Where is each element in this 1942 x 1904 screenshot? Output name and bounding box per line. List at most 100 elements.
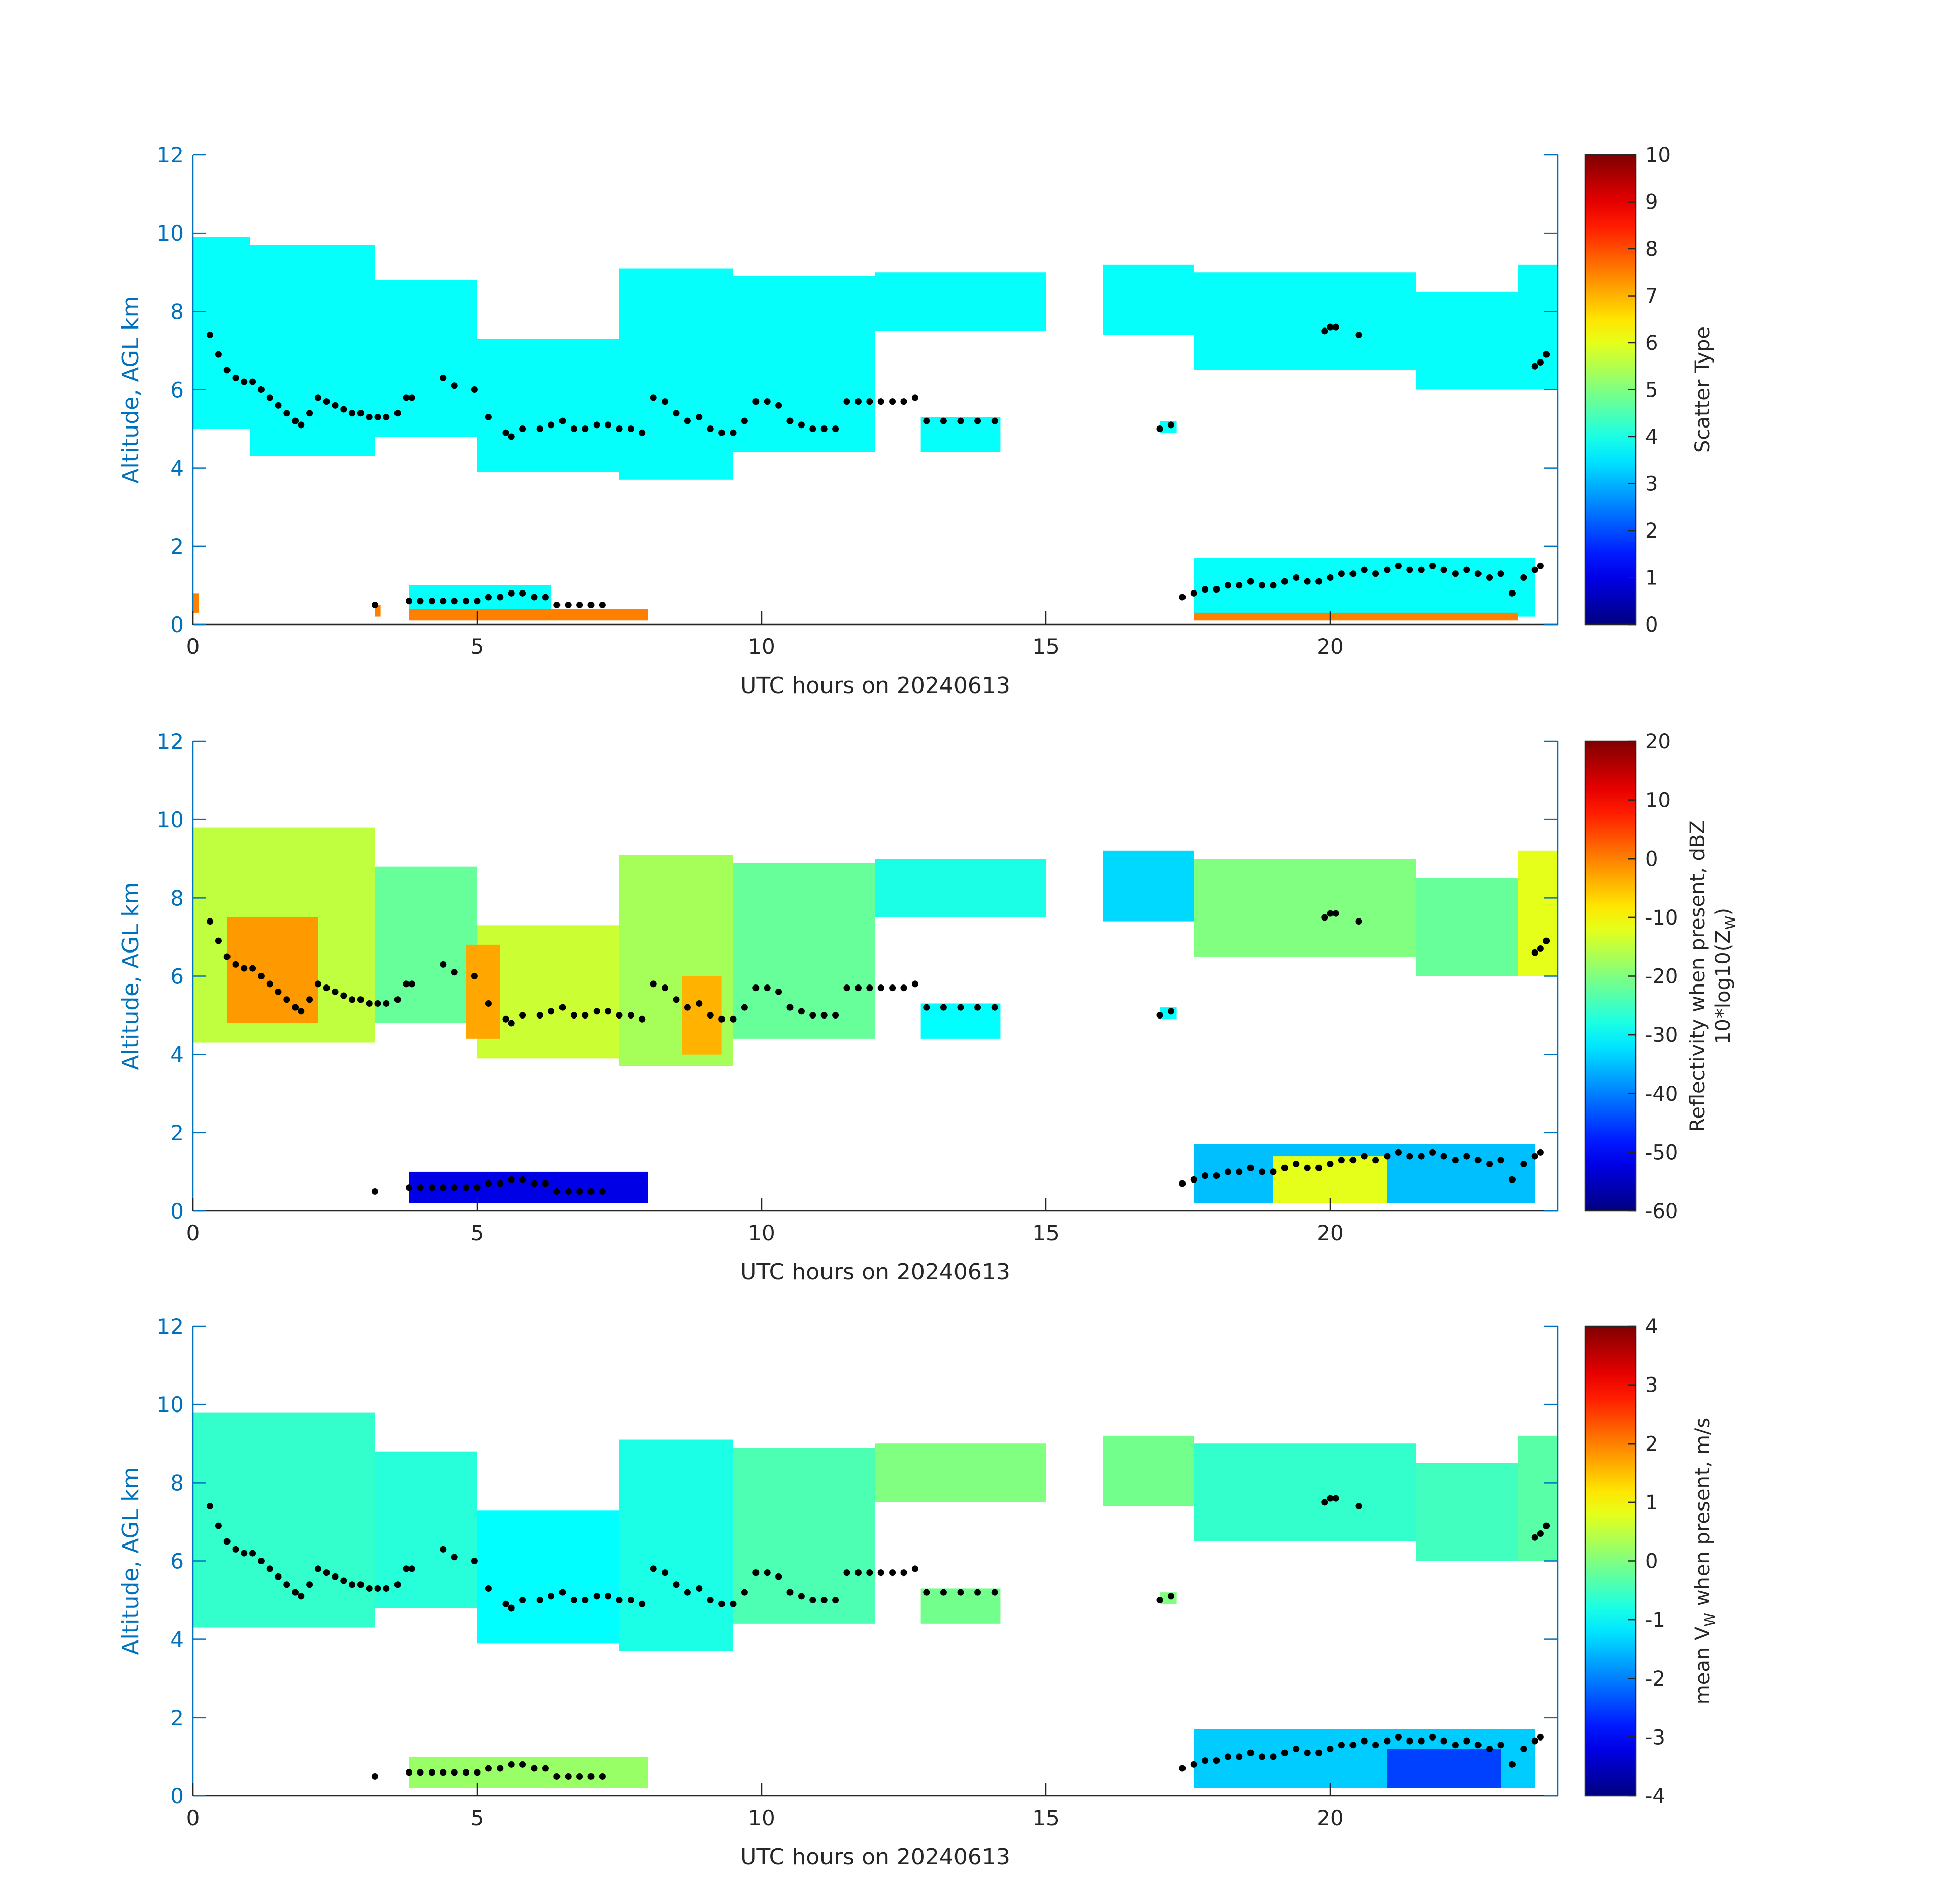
data-point <box>531 594 538 601</box>
data-point <box>599 601 606 608</box>
x-tick-label: 5 <box>471 634 484 659</box>
x-tick-label: 5 <box>471 1805 484 1830</box>
data-point <box>553 601 561 608</box>
data-point <box>1213 1757 1220 1764</box>
data-point <box>1520 1746 1527 1752</box>
data-point <box>1452 570 1459 577</box>
data-point <box>923 417 930 424</box>
data-point <box>306 1581 313 1588</box>
data-point <box>832 1012 839 1019</box>
data-point <box>662 398 669 405</box>
y-tick-label: 2 <box>170 534 184 559</box>
x-tick-label: 5 <box>471 1221 484 1245</box>
data-point <box>471 386 478 393</box>
heatmap-cell <box>477 925 619 1059</box>
data-point <box>417 1769 424 1776</box>
data-point <box>1429 1733 1436 1741</box>
data-point <box>627 425 634 433</box>
data-point <box>1224 1168 1231 1175</box>
heatmap-cell <box>1518 264 1558 390</box>
x-tick-label: 15 <box>1032 634 1059 659</box>
heatmap-cell <box>1387 1749 1501 1788</box>
x-tick-label: 20 <box>1316 1805 1343 1830</box>
data-point <box>275 988 282 995</box>
data-point <box>605 1008 612 1015</box>
data-point <box>508 589 515 597</box>
data-point <box>673 996 680 1003</box>
data-point <box>809 425 816 433</box>
heatmap-cell <box>477 1510 619 1644</box>
data-point <box>730 1600 737 1607</box>
data-point <box>1395 562 1402 569</box>
heatmap-cell <box>409 609 648 621</box>
colorbar-tick-label: 9 <box>1645 191 1658 214</box>
data-point <box>249 965 256 972</box>
data-point <box>394 410 401 417</box>
data-point <box>1270 1168 1277 1175</box>
heatmap-cell <box>733 862 875 1039</box>
data-point <box>497 594 504 601</box>
data-point <box>553 1772 561 1780</box>
data-point <box>406 1184 413 1191</box>
y-tick-label: 6 <box>170 378 184 403</box>
data-point <box>1213 586 1220 593</box>
heatmap-cell <box>375 1451 477 1608</box>
heatmap-cell <box>875 272 1046 331</box>
data-point <box>820 1597 828 1604</box>
data-point <box>241 378 248 385</box>
data-point <box>531 1180 538 1187</box>
data-point <box>314 980 321 988</box>
y-tick-label: 4 <box>170 1627 184 1652</box>
y-tick-label: 0 <box>170 612 184 637</box>
data-point <box>340 992 347 999</box>
data-point <box>593 421 600 429</box>
data-point <box>1293 1746 1300 1752</box>
data-point <box>1520 1161 1527 1167</box>
data-point <box>1395 1733 1402 1741</box>
data-point <box>1463 566 1470 573</box>
data-point <box>314 1565 321 1572</box>
heatmap-cell <box>1194 1443 1416 1541</box>
colorbar-label-end: when present, m/s <box>1691 1418 1715 1613</box>
data-point <box>616 425 623 433</box>
data-point <box>257 973 265 979</box>
heatmap-cell <box>250 245 375 456</box>
data-point <box>1531 949 1538 956</box>
data-point <box>508 1604 515 1612</box>
colorbar-tick-label: 0 <box>1645 847 1658 871</box>
data-point <box>1531 1737 1538 1745</box>
data-point <box>1224 1753 1231 1760</box>
data-point <box>1327 323 1334 331</box>
data-point <box>587 601 595 608</box>
heatmap-cell <box>619 268 733 480</box>
data-point <box>718 1600 726 1607</box>
data-point <box>1259 582 1266 589</box>
data-point <box>241 965 248 972</box>
data-point <box>1486 1161 1493 1167</box>
data-point <box>1543 1522 1550 1529</box>
data-point <box>1406 1737 1413 1745</box>
y-tick-label: 0 <box>170 1784 184 1809</box>
data-point <box>1452 1157 1459 1164</box>
heatmap-cell <box>1518 850 1558 976</box>
data-point <box>639 429 646 436</box>
data-point <box>314 394 321 401</box>
data-point <box>366 1000 373 1007</box>
data-point <box>207 332 214 339</box>
data-point <box>889 1569 896 1577</box>
data-point <box>383 1000 390 1007</box>
data-point <box>1304 1749 1311 1756</box>
data-point <box>707 425 714 433</box>
data-point <box>570 1012 577 1019</box>
data-point <box>536 425 543 433</box>
data-point <box>798 1008 805 1015</box>
data-point <box>257 1558 265 1564</box>
data-point <box>1440 1153 1447 1160</box>
colorbar-tick-label: 10 <box>1645 144 1671 167</box>
y-tick-label: 2 <box>170 1121 184 1145</box>
data-point <box>576 601 583 608</box>
colorbar-label-main: mean V <box>1691 1626 1715 1704</box>
x-tick-label: 15 <box>1032 1221 1059 1245</box>
heatmap-cell <box>466 944 500 1039</box>
data-point <box>349 410 356 417</box>
